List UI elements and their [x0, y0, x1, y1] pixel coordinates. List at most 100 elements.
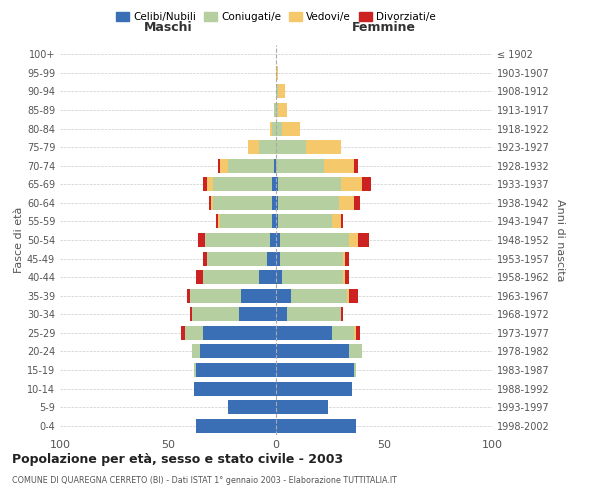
- Bar: [338, 196, 354, 210]
- Bar: [272, 196, 276, 210]
- Bar: [194, 382, 276, 396]
- Bar: [187, 289, 190, 302]
- Bar: [274, 159, 276, 172]
- Bar: [332, 326, 354, 340]
- Bar: [349, 344, 362, 358]
- Bar: [229, 159, 274, 172]
- Bar: [209, 196, 211, 210]
- Bar: [190, 289, 241, 302]
- Bar: [205, 233, 269, 247]
- Text: Maschi: Maschi: [143, 21, 193, 34]
- Bar: [354, 363, 356, 377]
- Bar: [218, 214, 220, 228]
- Bar: [203, 252, 207, 266]
- Bar: [194, 363, 196, 377]
- Bar: [276, 233, 280, 247]
- Bar: [287, 308, 341, 322]
- Bar: [274, 103, 276, 117]
- Bar: [276, 419, 356, 432]
- Bar: [276, 344, 349, 358]
- Bar: [276, 140, 306, 154]
- Bar: [218, 159, 220, 172]
- Bar: [343, 270, 345, 284]
- Bar: [276, 84, 278, 98]
- Bar: [248, 140, 259, 154]
- Bar: [306, 140, 341, 154]
- Bar: [278, 84, 284, 98]
- Bar: [276, 103, 278, 117]
- Bar: [345, 252, 349, 266]
- Bar: [190, 308, 192, 322]
- Bar: [354, 159, 358, 172]
- Bar: [268, 252, 276, 266]
- Bar: [278, 214, 332, 228]
- Bar: [272, 178, 276, 191]
- Text: Femmine: Femmine: [352, 21, 416, 34]
- Bar: [220, 214, 272, 228]
- Bar: [276, 326, 332, 340]
- Bar: [203, 326, 276, 340]
- Bar: [215, 214, 218, 228]
- Bar: [239, 308, 276, 322]
- Bar: [354, 326, 356, 340]
- Bar: [276, 159, 323, 172]
- Bar: [214, 196, 272, 210]
- Bar: [192, 308, 239, 322]
- Bar: [276, 178, 278, 191]
- Bar: [362, 178, 371, 191]
- Bar: [343, 252, 345, 266]
- Bar: [347, 289, 349, 302]
- Bar: [198, 233, 205, 247]
- Bar: [323, 159, 354, 172]
- Bar: [207, 178, 214, 191]
- Bar: [269, 233, 276, 247]
- Bar: [276, 382, 352, 396]
- Bar: [280, 233, 349, 247]
- Bar: [291, 289, 347, 302]
- Bar: [356, 326, 360, 340]
- Y-axis label: Anni di nascita: Anni di nascita: [555, 198, 565, 281]
- Bar: [276, 270, 283, 284]
- Bar: [241, 289, 276, 302]
- Bar: [276, 252, 280, 266]
- Bar: [278, 178, 341, 191]
- Bar: [276, 122, 283, 136]
- Bar: [276, 308, 287, 322]
- Bar: [332, 214, 341, 228]
- Bar: [203, 270, 259, 284]
- Bar: [349, 289, 358, 302]
- Bar: [349, 233, 358, 247]
- Bar: [276, 289, 291, 302]
- Bar: [185, 326, 203, 340]
- Bar: [196, 363, 276, 377]
- Text: Popolazione per età, sesso e stato civile - 2003: Popolazione per età, sesso e stato civil…: [12, 452, 343, 466]
- Bar: [269, 122, 272, 136]
- Bar: [276, 400, 328, 414]
- Bar: [214, 178, 272, 191]
- Bar: [259, 270, 276, 284]
- Bar: [259, 140, 276, 154]
- Bar: [203, 178, 207, 191]
- Bar: [196, 419, 276, 432]
- Bar: [211, 196, 214, 210]
- Bar: [229, 400, 276, 414]
- Bar: [341, 178, 362, 191]
- Bar: [354, 196, 360, 210]
- Legend: Celibi/Nubili, Coniugati/e, Vedovi/e, Divorziati/e: Celibi/Nubili, Coniugati/e, Vedovi/e, Di…: [112, 8, 440, 26]
- Bar: [196, 270, 203, 284]
- Bar: [276, 196, 278, 210]
- Bar: [272, 122, 276, 136]
- Bar: [283, 122, 300, 136]
- Bar: [220, 159, 229, 172]
- Bar: [283, 270, 343, 284]
- Bar: [280, 252, 343, 266]
- Bar: [358, 233, 369, 247]
- Bar: [345, 270, 349, 284]
- Bar: [276, 66, 278, 80]
- Bar: [181, 326, 185, 340]
- Bar: [200, 344, 276, 358]
- Bar: [192, 344, 200, 358]
- Bar: [276, 214, 278, 228]
- Bar: [341, 308, 343, 322]
- Bar: [278, 103, 287, 117]
